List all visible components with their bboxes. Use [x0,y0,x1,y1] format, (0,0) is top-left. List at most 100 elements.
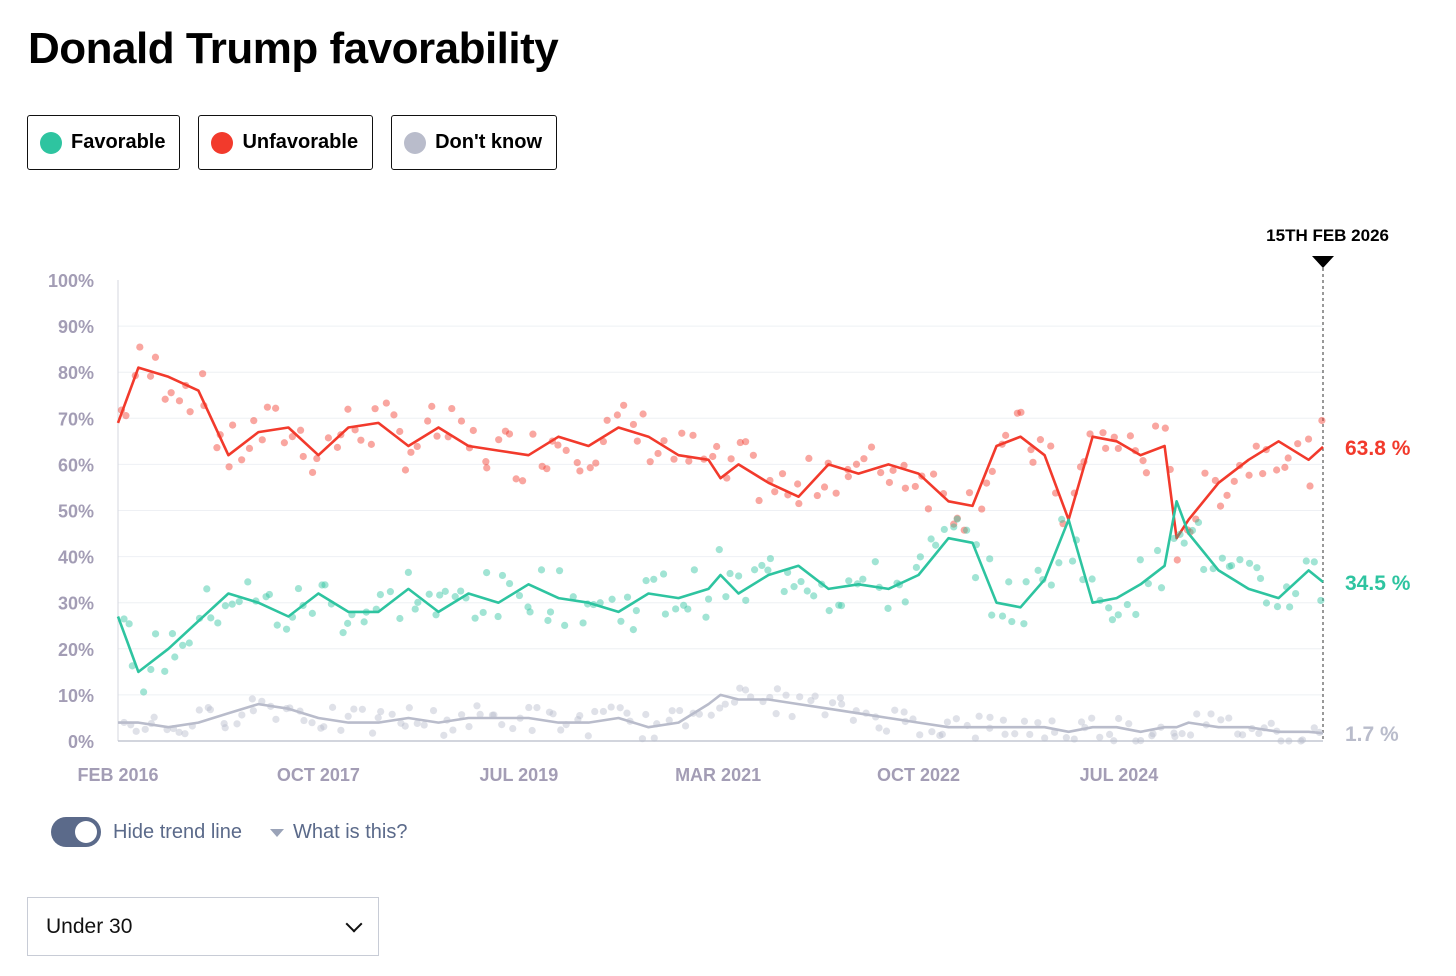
poll-dot [317,724,325,732]
what-is-this-link[interactable]: What is this? [269,821,407,844]
poll-dot [943,718,951,726]
poll-dot [1034,566,1042,574]
poll-dot [433,432,441,440]
age-group-select[interactable]: Under 30 [27,897,379,956]
poll-dot [796,693,804,701]
poll-dot [1317,596,1325,605]
poll-dot [371,405,379,413]
legend-unfavorable-label: Unfavorable [242,131,359,153]
poll-dot [639,410,647,418]
poll-dot [494,612,502,621]
poll-dot [586,464,594,472]
poll-dot [1088,575,1096,583]
poll-dot [498,721,506,729]
poll-dot [1302,557,1310,565]
poll-dot [929,470,938,478]
poll-dot [1105,730,1114,738]
poll-dot [122,412,130,420]
legend-unfavorable-button[interactable]: Unfavorable [198,115,374,170]
poll-dot [1110,433,1118,441]
poll-dot [263,403,272,411]
end-value-label: 34.5 % [1345,572,1411,595]
poll-dot [179,641,187,649]
favorability-chart: 100% 90% 80% 70% 60% 50% 40% 30% 20% 10% 0% FEB 201… [48,226,1411,785]
poll-dot [1225,714,1233,722]
poll-dot [337,726,345,734]
poll-dot [608,595,616,603]
poll-dot [368,729,377,737]
trend-line-don-t-know [118,693,1324,735]
poll-dot [1178,730,1186,738]
poll-dot [1227,561,1236,570]
poll-dot [1170,534,1178,543]
poll-dot [680,601,688,609]
poll-dot [262,593,270,601]
poll-dot [613,411,621,419]
poll-dot [1108,616,1117,624]
date-marker-triangle-icon [1312,256,1334,268]
poll-dot [805,454,813,462]
poll-dot [1020,620,1028,628]
poll-dot [382,399,390,407]
poll-dot [936,731,944,740]
poll-dot [1153,546,1162,555]
poll-dot [932,541,940,549]
poll-dot [736,438,744,447]
poll-dot [659,570,668,578]
poll-dot [207,614,215,622]
poll-dot [1125,720,1133,728]
legend-dont-know-button[interactable]: Don't know [391,115,558,170]
x-tick-label: JUL 2019 [479,765,558,785]
poll-dot [140,688,148,696]
poll-dot [807,697,815,705]
poll-dot [1105,604,1113,612]
poll-dot [509,724,517,733]
poll-dot [1002,431,1010,439]
poll-dot [248,695,256,703]
poll-dot [999,716,1007,724]
poll-dot [294,584,303,593]
poll-dot [549,710,557,718]
poll-dot [376,590,384,599]
poll-dot [308,468,317,477]
poll-dot [950,520,958,528]
poll-dot [950,523,958,531]
poll-dot [778,470,787,478]
poll-dot [221,724,229,732]
trend-line-toggle[interactable] [51,817,101,847]
poll-dot [871,558,879,566]
poll-dot [1136,556,1144,564]
poll-dot [690,566,698,574]
y-tick-label: 20% [58,640,94,660]
poll-dot [773,685,782,693]
poll-dot [727,455,735,463]
poll-dot [709,452,717,461]
trend-line-unfavorable [116,366,1324,540]
poll-dot [524,603,532,611]
poll-dot [195,706,203,714]
poll-dot [825,607,833,615]
y-tick-label: 60% [58,455,94,475]
poll-dot [405,704,413,712]
poll-dot [742,438,750,446]
poll-dot [642,577,650,585]
poll-dot [938,730,946,738]
legend-favorable-button[interactable]: Favorable [27,115,181,170]
poll-dot [377,707,385,716]
poll-dot [320,723,328,731]
poll-dot [1013,409,1022,417]
poll-dot [428,402,436,410]
poll-dot [835,601,843,609]
poll-dot [940,525,948,534]
poll-dot [1176,530,1184,538]
poll-dot [716,704,724,712]
poll-dot [1306,482,1314,490]
x-tick-label: FEB 2016 [77,765,158,785]
poll-dot [498,571,507,580]
poll-dot [543,465,551,473]
poll-dot [451,593,459,601]
poll-dot [235,598,243,606]
poll-dot [168,630,177,638]
poll-dot [457,417,466,425]
poll-dot [546,608,555,616]
